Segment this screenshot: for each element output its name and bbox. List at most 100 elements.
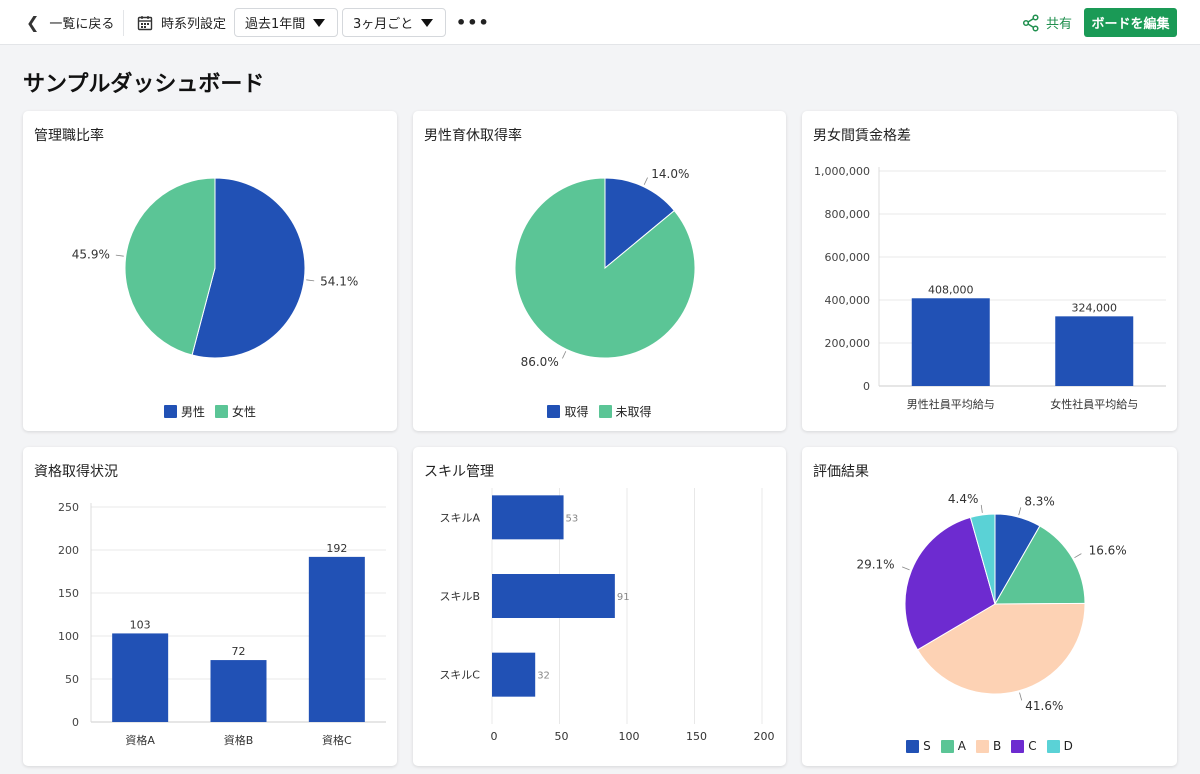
bar-value-label: 53: [566, 513, 579, 524]
x-tick-label: 200: [754, 730, 775, 743]
card-paternity-leave-rate: 男性育休取得率 14.0% 86.0% 取得 未取得: [413, 111, 786, 431]
legend-item[interactable]: 女性: [215, 403, 256, 420]
legend-label: S: [923, 739, 931, 753]
calendar-icon: [137, 15, 153, 30]
slice-value-label: 41.6%: [1025, 699, 1063, 713]
legend-item[interactable]: B: [975, 739, 1002, 753]
legend-swatch: [940, 739, 954, 753]
paternity-leave-pie-chart: 14.0% 86.0%: [514, 167, 696, 369]
pie-slice: [514, 177, 696, 359]
slice-value-label: 16.6%: [1089, 544, 1127, 558]
legend-label: C: [1028, 739, 1037, 753]
pie-slice: [916, 602, 1086, 695]
card-title: 男性育休取得率: [424, 128, 522, 144]
slice-leader-line: [1019, 692, 1023, 701]
pie-slice: [994, 525, 1086, 605]
pie-slice: [124, 177, 216, 356]
card-title: 資格取得状況: [34, 464, 118, 480]
legend-item[interactable]: 取得: [547, 403, 589, 420]
caret-down-icon: [421, 18, 434, 27]
y-tick-label: 250: [58, 501, 79, 514]
slice-value-label: 14.0%: [651, 167, 689, 181]
legend-item[interactable]: D: [1046, 739, 1073, 753]
slice-value-label: 8.3%: [1024, 495, 1055, 509]
legend-swatch: [163, 405, 177, 418]
x-tick-label: 資格C: [322, 733, 352, 747]
x-tick-label: 100: [619, 730, 640, 743]
x-tick-label: 50: [555, 730, 569, 743]
top-toolbar: ❮ 一覧に戻る 時系列設定 過去1年間 3ヶ月ごと ••• 共有: [0, 0, 1200, 45]
legend-swatch: [906, 739, 920, 753]
x-tick-label: 男性社員平均給与: [907, 397, 995, 411]
legend-label: A: [957, 739, 966, 753]
skill-horizontal-bar-chart: 0 50 100 150 200 53 スキルA 91 スキルB 32 スキルC: [439, 488, 775, 743]
interval-select-value: 3ヶ月ごと: [353, 17, 414, 32]
legend-label: 未取得: [615, 405, 652, 419]
legend-swatch: [975, 739, 989, 753]
chart-legend: 男性 女性: [23, 403, 397, 420]
legend-item[interactable]: 男性: [163, 403, 205, 420]
legend-item[interactable]: 未取得: [598, 403, 652, 420]
period-select[interactable]: 過去1年間: [234, 8, 338, 37]
share-label: 共有: [1046, 17, 1073, 32]
y-tick-label: 150: [58, 587, 79, 600]
legend-label: B: [992, 739, 1002, 753]
legend-item[interactable]: S: [906, 739, 931, 753]
card-title: スキル管理: [424, 464, 494, 480]
qualification-bar-chart: 0 50 100 150 200 250 103 資格A 72 資格B 192 資格C: [58, 501, 386, 747]
y-tick-label: 1,000,000: [814, 165, 870, 178]
pie-slice: [604, 177, 676, 270]
legend-label: 男性: [180, 405, 205, 419]
share-button[interactable]: 共有: [1022, 0, 1072, 45]
interval-select[interactable]: 3ヶ月ごと: [342, 8, 446, 37]
more-options-button[interactable]: •••: [456, 0, 490, 45]
chevron-left-icon: ❮: [26, 13, 40, 32]
slice-leader-line: [1074, 553, 1082, 559]
bar-value-label: 324,000: [1072, 301, 1118, 314]
management-ratio-pie-chart: 54.1% 45.9%: [72, 177, 358, 359]
legend-label: D: [1063, 739, 1073, 753]
y-tick-label: 200,000: [825, 337, 871, 350]
y-tick-label: 100: [58, 630, 79, 643]
pie-slice: [191, 177, 306, 359]
timeseries-label: 時系列設定: [161, 17, 227, 32]
slice-leader-line: [643, 177, 648, 185]
legend-swatch: [1046, 739, 1060, 753]
y-tick-label: 600,000: [825, 251, 871, 264]
card-qualification-status: 資格取得状況 0 50 100 150 200 250 103 資格A 72 資格B 192 資格C: [23, 447, 397, 766]
legend-item[interactable]: C: [1011, 739, 1037, 753]
legend-swatch: [215, 405, 228, 418]
y-tick-label: 200: [58, 544, 79, 557]
slice-leader-line: [1018, 507, 1022, 516]
legend-swatch: [1011, 739, 1025, 753]
bar-value-label: 192: [326, 542, 347, 555]
legend-swatch: [598, 405, 612, 418]
slice-value-label: 29.1%: [856, 558, 894, 572]
bar: [492, 495, 564, 540]
x-tick-label: 資格B: [224, 733, 254, 747]
bar-value-label: 103: [130, 618, 151, 631]
bar-value-label: 32: [537, 671, 550, 682]
bar-value-label: 408,000: [928, 283, 974, 296]
card-skill-management: スキル管理 0 50 100 150 200 53 スキルA 91 スキルB 32 スキルC: [413, 447, 786, 766]
slice-leader-line: [901, 566, 910, 571]
y-tick-label: 0: [863, 380, 870, 393]
back-label: 一覧に戻る: [49, 17, 115, 32]
caret-down-icon: [313, 18, 326, 27]
timeseries-settings-button[interactable]: 時系列設定: [137, 0, 226, 45]
card-evaluation-results: 評価結果 8.3% 16.6% 41.6% 29.1% 4.4% S A B C D: [802, 447, 1177, 766]
x-tick-label: 0: [491, 730, 498, 743]
legend-item[interactable]: A: [940, 739, 966, 753]
edit-board-button[interactable]: ボードを編集: [1084, 8, 1177, 37]
slice-value-label: 4.4%: [948, 492, 979, 506]
gender-pay-gap-bar-chart: 0 200,000 400,000 600,000 800,000 1,000,000 40…: [814, 165, 1166, 411]
x-tick-label: 女性社員平均給与: [1050, 397, 1138, 411]
slice-value-label: 86.0%: [521, 355, 559, 369]
back-button[interactable]: ❮ 一覧に戻る: [26, 0, 114, 45]
bar: [492, 652, 536, 697]
bar: [112, 633, 169, 722]
y-tick-label: スキルA: [439, 511, 480, 524]
card-management-ratio: 管理職比率 54.1% 45.9% 男性 女性: [23, 111, 397, 431]
x-tick-label: 150: [686, 730, 707, 743]
bar: [210, 660, 267, 722]
